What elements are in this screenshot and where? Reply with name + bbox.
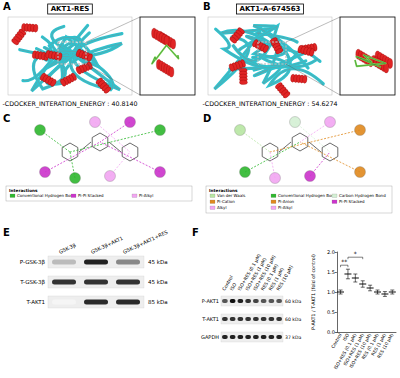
svg-text:0.0: 0.0: [327, 329, 335, 335]
svg-text:RES (1 μM): RES (1 μM): [370, 332, 388, 357]
svg-text:P-AKT1 / T-AKT1 (fold of contr: P-AKT1 / T-AKT1 (fold of control): [311, 254, 316, 330]
svg-text:ISO+RES (1 μM): ISO+RES (1 μM): [244, 256, 268, 292]
svg-text:RES (0.1 μM): RES (0.1 μM): [260, 263, 280, 292]
svg-text:Pi-Cation: Pi-Cation: [217, 199, 235, 204]
svg-text:Interactions: Interactions: [209, 188, 238, 193]
svg-text:Pi-Pi Stacked: Pi-Pi Stacked: [339, 199, 365, 204]
svg-text:Carbon Hydrogen Bond: Carbon Hydrogen Bond: [339, 193, 386, 198]
svg-text:ISO+RES (10 μM): ISO+RES (10 μM): [348, 332, 373, 370]
svg-text:Pi-Alkyl: Pi-Alkyl: [139, 193, 153, 198]
svg-text:ISO+RES (10 μM): ISO+RES (10 μM): [252, 254, 277, 292]
svg-text:1.5: 1.5: [327, 269, 335, 275]
svg-text:Pi-Alkyl: Pi-Alkyl: [278, 205, 292, 210]
svg-text:Conventional Hydrogen Bond: Conventional Hydrogen Bond: [278, 193, 337, 198]
svg-text:Pi-Anion: Pi-Anion: [278, 199, 295, 204]
svg-text:RES (1 μM): RES (1 μM): [267, 267, 285, 292]
svg-text:RES (10 μM): RES (10 μM): [376, 333, 394, 360]
svg-text:C: C: [3, 113, 10, 124]
svg-text:D: D: [203, 113, 211, 124]
svg-text:Control: Control: [330, 333, 342, 350]
svg-text:Alkyl: Alkyl: [217, 205, 227, 210]
svg-text:T-AKT1: T-AKT1: [25, 299, 45, 305]
svg-text:P-AKT1: P-AKT1: [202, 298, 219, 304]
svg-text:**: **: [341, 258, 347, 265]
svg-text:GSK-3β: GSK-3β: [58, 242, 77, 256]
svg-text:AKT1-RES: AKT1-RES: [51, 5, 90, 13]
svg-text:E: E: [3, 227, 10, 238]
svg-text:60 kDa: 60 kDa: [285, 299, 302, 304]
svg-text:1.0: 1.0: [327, 289, 335, 295]
svg-text:37 kDa: 37 kDa: [285, 335, 302, 340]
svg-text:B: B: [203, 1, 211, 12]
svg-text:45 kDa: 45 kDa: [148, 259, 168, 265]
svg-text:Van der Waals: Van der Waals: [217, 193, 245, 198]
svg-text:Interactions: Interactions: [9, 188, 38, 193]
svg-text:60 kDa: 60 kDa: [285, 317, 302, 322]
svg-text:ISO: ISO: [341, 332, 351, 342]
svg-text:ISO+RES (0.1 μM): ISO+RES (0.1 μM): [236, 253, 262, 292]
svg-text:GSK-3β+AKT1: GSK-3β+AKT1: [90, 235, 124, 256]
svg-text:*: *: [354, 250, 357, 257]
svg-text:45 kDa: 45 kDa: [148, 279, 168, 285]
svg-text:RES (0.1 μM): RES (0.1 μM): [360, 332, 380, 361]
svg-text:-CDOCKER_INTERATION_ENERGY : 5: -CDOCKER_INTERATION_ENERGY : 54.6274: [203, 100, 338, 108]
svg-text:GAPDH: GAPDH: [201, 334, 219, 340]
svg-text:ISO: ISO: [229, 282, 237, 292]
svg-text:Control: Control: [221, 274, 234, 292]
svg-text:-CDOCKER_INTERATION_ENERGY : 4: -CDOCKER_INTERATION_ENERGY : 40.8140: [3, 100, 138, 108]
svg-text:2.0: 2.0: [327, 249, 335, 255]
svg-text:GSK-3β+AKT1+RES: GSK-3β+AKT1+RES: [122, 229, 169, 256]
svg-text:85 kDa: 85 kDa: [148, 299, 168, 305]
svg-text:RES (10 μM): RES (10 μM): [276, 264, 295, 291]
svg-text:T-AKT1: T-AKT1: [201, 316, 219, 322]
svg-text:F: F: [192, 227, 199, 238]
svg-text:ISO+RES (1 μM): ISO+RES (1 μM): [342, 332, 365, 367]
svg-text:P-GSK-3β: P-GSK-3β: [20, 259, 46, 266]
svg-text:AKT1-A-674563: AKT1-A-674563: [240, 5, 301, 13]
svg-text:Pi-Pi Stacked: Pi-Pi Stacked: [78, 193, 104, 198]
svg-text:ISO+RES (0.1 μM): ISO+RES (0.1 μM): [332, 332, 358, 371]
svg-text:A: A: [3, 1, 11, 12]
svg-text:Conventional Hydrogen Bond: Conventional Hydrogen Bond: [17, 193, 76, 198]
svg-text:T-GSK-3β: T-GSK-3β: [19, 279, 45, 286]
svg-text:0.5: 0.5: [327, 309, 335, 315]
